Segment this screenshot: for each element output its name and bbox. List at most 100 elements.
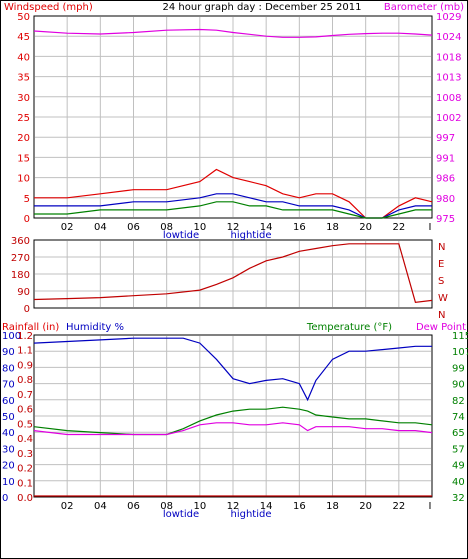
direction-y-tick: 270 (11, 253, 30, 264)
tide-marker-high: hightide (230, 230, 271, 241)
wind-y-tick: 10 (17, 174, 30, 185)
rain-y-tick: 0.9 (17, 360, 33, 371)
compass-tick: E (438, 259, 444, 270)
baro-y-tick: 980 (436, 194, 455, 205)
temperature-axis-title: Temperature (°F) (306, 322, 392, 333)
wind-y-tick: 20 (17, 133, 30, 144)
weather-series-line (33, 422, 433, 436)
rain-y-tick: 0.2 (17, 464, 33, 475)
humidity-y-tick: 0 (2, 493, 8, 504)
temperature-y-tick: 115 (452, 331, 468, 342)
rain-y-tick: 0.4 (17, 434, 33, 445)
direction-y-tick: 180 (11, 270, 30, 281)
rain-y-tick: 0.3 (17, 449, 33, 460)
wind-y-tick: 45 (17, 32, 30, 43)
temperature-y-tick: 49 (452, 461, 465, 472)
time-tick-label: 14 (260, 501, 273, 512)
time-tick-label: I (429, 501, 432, 512)
compass-tick: W (438, 293, 448, 304)
baro-y-tick: 1013 (436, 73, 461, 84)
tide-marker-low: lowtide (163, 230, 199, 241)
weather-series-line (33, 337, 432, 402)
temperature-y-tick: 90 (452, 380, 465, 391)
baro-y-tick: 986 (436, 174, 455, 185)
compass-tick: N (438, 242, 445, 253)
baro-y-tick: 1018 (436, 52, 461, 63)
rain-y-tick: 1.2 (17, 331, 33, 342)
direction-line (33, 243, 433, 303)
windspeed-axis-title: Windspeed (mph) (4, 2, 93, 13)
wind-y-tick: 25 (17, 113, 30, 124)
time-tick-label: 18 (326, 501, 339, 512)
time-tick-label: 22 (392, 222, 405, 233)
rain-y-tick: 0.8 (17, 375, 33, 386)
baro-y-tick: 1024 (436, 32, 461, 43)
time-tick-label: 04 (94, 501, 107, 512)
baro-y-tick: 1008 (436, 93, 461, 104)
temperature-y-tick: 65 (452, 428, 465, 439)
humidity-y-tick: 80 (2, 363, 15, 374)
time-tick-label: 02 (61, 501, 74, 512)
time-tick-label: 18 (326, 222, 339, 233)
humidity-y-tick: 10 (2, 477, 15, 488)
wind-y-tick: 35 (17, 73, 30, 84)
temperature-panel (33, 334, 433, 498)
humidity-y-tick: 70 (2, 380, 15, 391)
direction-y-tick: 360 (11, 236, 30, 247)
baro-y-tick: 991 (436, 153, 455, 164)
rain-axis-title: Rainfall (in) (2, 322, 59, 333)
baro-y-tick: 1002 (436, 113, 461, 124)
temperature-y-tick: 32 (452, 493, 465, 504)
wind-panel (33, 15, 433, 219)
time-tick-label: 06 (127, 222, 140, 233)
humidity-y-tick: 30 (2, 444, 15, 455)
rain-y-tick: 0.7 (17, 390, 33, 401)
baro-y-tick: 1029 (436, 12, 461, 23)
rain-y-tick: 0.0 (17, 493, 33, 504)
temperature-y-tick: 40 (452, 477, 465, 488)
humidity-y-tick: 20 (2, 461, 15, 472)
dewpoint-axis-title: Dew Point (416, 322, 466, 333)
chart-title: 24 hour graph day : December 25 2011 (163, 2, 362, 13)
temperature-y-tick: 107 (452, 347, 468, 358)
barometer-line (33, 28, 433, 38)
humidity-y-tick: 50 (2, 412, 15, 423)
humidity-y-tick: 60 (2, 396, 15, 407)
compass-tick: S (438, 276, 444, 287)
time-tick-label: 22 (392, 501, 405, 512)
humidity-axis-title: Humidity % (66, 322, 124, 333)
wind-y-tick: 0 (24, 214, 30, 225)
barometer-axis-title: Barometer (mb) (384, 2, 464, 13)
wind-y-tick: 40 (17, 52, 30, 63)
wind-y-tick: 15 (17, 153, 30, 164)
wind-y-tick: 50 (17, 12, 30, 23)
time-tick-label: 16 (293, 501, 306, 512)
humidity-y-tick: 90 (2, 347, 15, 358)
direction-panel (33, 239, 433, 309)
time-tick-label: 12 (227, 222, 240, 233)
wind-y-tick: 5 (24, 194, 30, 205)
tide-marker-low: lowtide (163, 509, 199, 520)
direction-y-tick: 0 (24, 304, 30, 315)
time-tick-label: 08 (160, 222, 173, 233)
rain-y-tick: 0.6 (17, 405, 33, 416)
humidity-y-tick: 100 (2, 331, 21, 342)
time-tick-label: 20 (359, 501, 372, 512)
wind-y-tick: 30 (17, 93, 30, 104)
direction-y-tick: 90 (17, 287, 30, 298)
time-tick-label: 10 (193, 222, 206, 233)
time-tick-label: 14 (260, 222, 273, 233)
rain-y-tick: 1.1 (17, 346, 33, 357)
baro-y-tick: 997 (436, 133, 455, 144)
temperature-y-tick: 99 (452, 363, 465, 374)
rain-y-tick: 0.1 (17, 478, 33, 489)
time-tick-label: 12 (227, 501, 240, 512)
time-tick-label: I (429, 222, 432, 233)
compass-tick: N (438, 310, 445, 321)
baro-y-tick: 975 (436, 214, 455, 225)
time-tick-label: 02 (61, 222, 74, 233)
time-tick-label: 08 (160, 501, 173, 512)
time-tick-label: 04 (94, 222, 107, 233)
